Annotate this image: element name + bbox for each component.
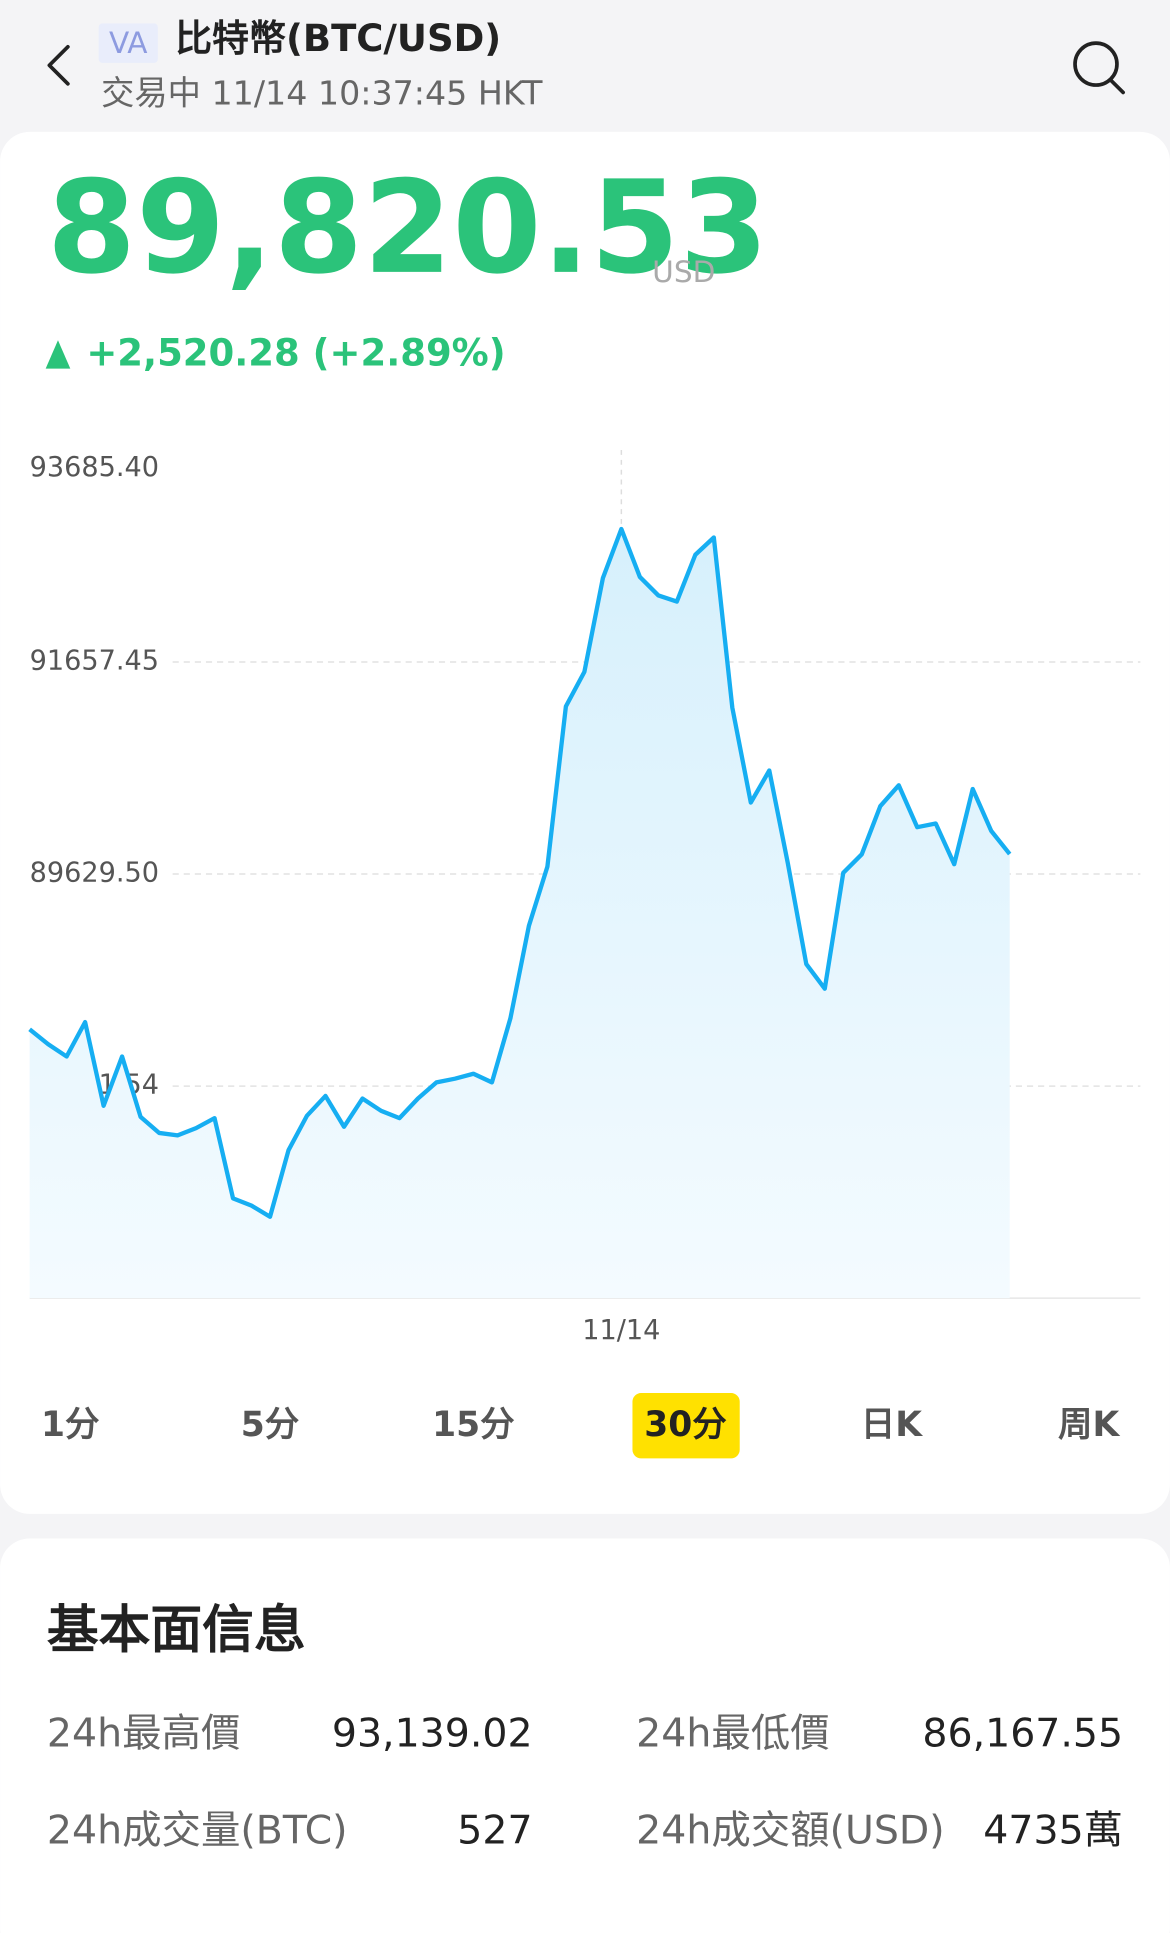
fundamentals-card xyxy=(0,1538,1170,1933)
section-title: 基本面信息 xyxy=(47,1600,306,1660)
tab[interactable]: 5分 xyxy=(241,1405,300,1445)
tab[interactable]: 日K xyxy=(861,1405,923,1445)
badge: VA xyxy=(109,26,148,60)
up-arrow xyxy=(45,340,71,369)
tab[interactable]: 15分 xyxy=(432,1405,515,1445)
currency: USD xyxy=(652,255,715,289)
price: 89,820.53 xyxy=(47,154,769,303)
change: +2,520.28 (+2.89%) xyxy=(86,332,505,375)
field-label: 24h最低價 xyxy=(636,1710,830,1756)
badge-bg xyxy=(98,23,158,63)
y-tick-label: 91657.45 xyxy=(30,646,159,677)
fundamentals-table: 24h最高價 93,139.02 24h最低價 86,167.55 24h成交量(BTC… xyxy=(47,1710,1123,1853)
field-label: 24h最高價 xyxy=(47,1710,241,1756)
status: 交易中 11/14 10:37:45 HKT xyxy=(101,73,543,112)
field-value: 93,139.02 xyxy=(332,1710,533,1756)
tab[interactable]: 周K xyxy=(1058,1405,1120,1445)
title: 比特幣(BTC/USD) xyxy=(175,17,501,60)
timeframe-tabs: 1分 5分 15分 30分 日K 周K xyxy=(41,1393,1120,1459)
field-value: 527 xyxy=(457,1808,532,1854)
chart: 93685.4091657.4589629.5087601.5485573.59… xyxy=(28,449,1141,1346)
tab[interactable]: 1分 xyxy=(41,1405,100,1445)
area xyxy=(29,528,1010,1299)
active-tab[interactable]: 30分 xyxy=(644,1405,727,1445)
y-tick-label: 93685.40 xyxy=(30,452,159,483)
search-button[interactable] xyxy=(1073,41,1125,95)
field-label: 24h成交額(USD) xyxy=(636,1808,945,1854)
y-tick-label: 89629.50 xyxy=(30,858,159,889)
field-label: 24h成交量(BTC) xyxy=(47,1808,348,1854)
field-value: 4735萬 xyxy=(983,1808,1123,1854)
field-value: 86,167.55 xyxy=(922,1710,1123,1756)
active-tab-bg xyxy=(632,1393,740,1459)
line xyxy=(28,526,1012,1219)
x-tick-label: 11/14 xyxy=(582,1315,660,1346)
back-button[interactable] xyxy=(47,44,70,86)
